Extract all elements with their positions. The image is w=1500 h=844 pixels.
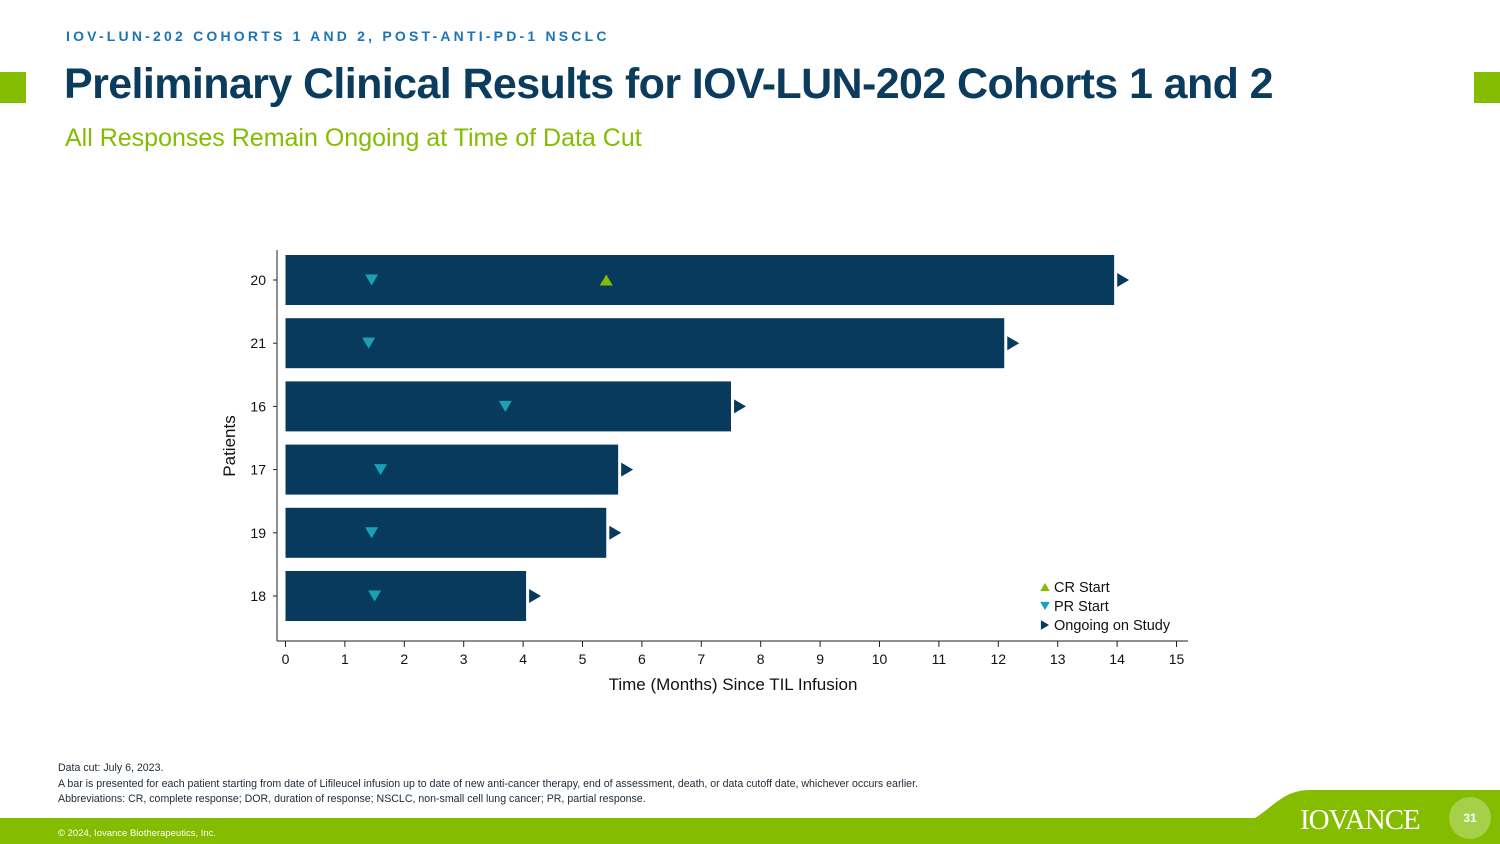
patient-bar-17	[285, 444, 619, 495]
x-tick-label: 9	[816, 651, 824, 667]
ongoing-marker-18	[529, 589, 542, 603]
legend: CR Start PR Start Ongoing on Study	[1040, 580, 1171, 634]
patient-bar-21	[285, 318, 1005, 369]
section-kicker: IOV-LUN-202 COHORTS 1 AND 2, POST-ANTI-P…	[66, 28, 610, 44]
footnote-data-cut: Data cut: July 6, 2023.	[58, 762, 164, 774]
x-tick-label: 0	[282, 651, 290, 667]
legend-label-2: Ongoing on Study	[1054, 618, 1171, 634]
ongoing-marker-16	[734, 399, 746, 414]
x-tick-label: 1	[341, 651, 349, 667]
x-tick-label: 5	[579, 651, 587, 667]
page-number-badge: 31	[1449, 797, 1491, 839]
patient-bar-20	[285, 255, 1115, 305]
pr-start-marker-21	[362, 337, 376, 349]
x-tick-label: 12	[991, 651, 1007, 667]
patient-bar-19	[285, 507, 607, 558]
pr-start-marker-17	[374, 464, 388, 476]
pr-start-marker-20	[365, 274, 379, 286]
legend-marker-2	[1040, 620, 1050, 630]
y-tick-label: 21	[250, 335, 266, 351]
footnotes: Data cut: July 6, 2023. A bar is present…	[58, 761, 918, 808]
pr-start-marker-18	[368, 590, 382, 602]
slide-subtitle: All Responses Remain Ongoing at Time of …	[65, 124, 642, 152]
legend-label-1: PR Start	[1054, 599, 1109, 615]
x-tick-label: 13	[1050, 651, 1066, 667]
x-tick-label: 7	[697, 651, 705, 667]
y-tick-label: 19	[250, 525, 266, 541]
x-tick-label: 15	[1169, 651, 1185, 667]
y-tick-label: 17	[250, 462, 266, 478]
ongoing-marker-17	[621, 462, 634, 477]
pr-start-marker-19	[365, 527, 379, 539]
ongoing-marker-20	[1117, 273, 1130, 287]
x-tick-label: 3	[460, 651, 468, 667]
x-axis-label: Time (Months) Since TIL Infusion	[609, 675, 858, 694]
ongoing-marker-19	[609, 525, 622, 540]
x-tick-label: 11	[932, 651, 947, 667]
x-tick-label: 4	[519, 651, 527, 667]
x-tick-label: 14	[1109, 651, 1125, 667]
cr-start-marker-20	[599, 274, 613, 286]
x-tick-label: 10	[872, 651, 888, 667]
page-number: 31	[1463, 811, 1477, 825]
bars-layer	[285, 255, 1130, 621]
x-tick-label: 8	[757, 651, 765, 667]
pr-start-marker-16	[498, 400, 512, 412]
legend-label-0: CR Start	[1054, 580, 1110, 596]
legend-marker-1	[1040, 601, 1050, 611]
slide-title: Preliminary Clinical Results for IOV-LUN…	[64, 60, 1274, 108]
left-accent-block	[0, 72, 26, 103]
footer-bar	[0, 818, 1500, 844]
company-logo: IOVANCE	[1300, 804, 1421, 836]
y-tick-label: 20	[250, 272, 266, 288]
x-tick-label: 6	[638, 651, 646, 667]
footnote-bar-definition: A bar is presented for each patient star…	[58, 777, 918, 790]
x-tick-label: 2	[400, 651, 408, 667]
right-accent-block	[1474, 72, 1500, 103]
y-tick-label: 16	[250, 398, 266, 414]
footnote-abbreviations: Abbreviations: CR, complete response; DO…	[58, 793, 646, 805]
legend-marker-0	[1040, 582, 1050, 592]
ongoing-marker-21	[1007, 336, 1020, 351]
y-axis-label: Patients	[220, 415, 239, 476]
copyright-text: © 2024, Iovance Biotherapeutics, Inc.	[58, 828, 217, 839]
y-tick-label: 18	[250, 588, 266, 604]
patient-bar-18	[285, 571, 527, 621]
